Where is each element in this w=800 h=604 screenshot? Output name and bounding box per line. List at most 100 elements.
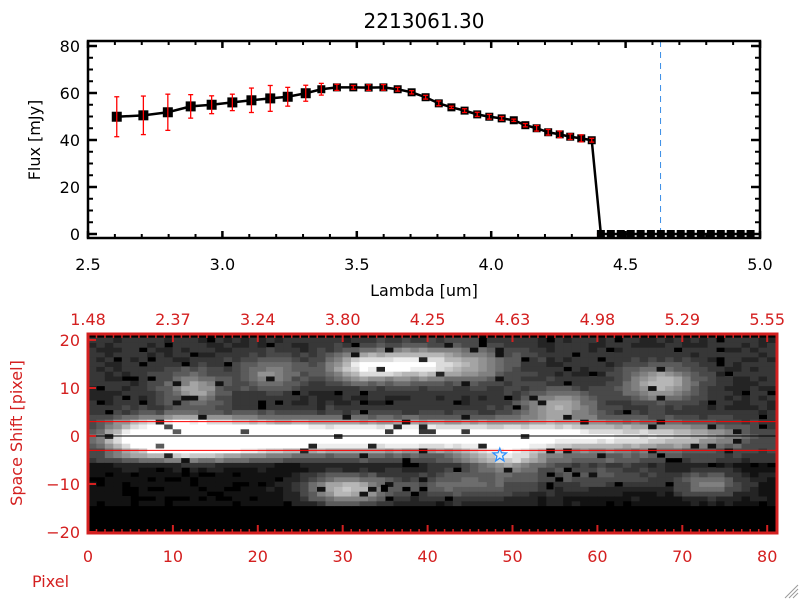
image-pixel [529, 467, 539, 473]
image-pixel [206, 409, 216, 415]
image-pixel [716, 424, 726, 430]
image-pixel [503, 496, 513, 502]
image-pixel [206, 385, 216, 391]
image-pixel [605, 438, 615, 444]
image-pixel [308, 371, 318, 377]
image-pixel [750, 371, 759, 377]
image-pixel [716, 496, 726, 502]
image-pixel [682, 409, 692, 415]
image-pixel [206, 395, 216, 401]
image-pixel [639, 414, 649, 420]
image-pixel [495, 452, 505, 459]
image-pixel [300, 472, 310, 478]
image-pixel [138, 491, 148, 497]
image-pixel [512, 395, 522, 401]
image-pixel [435, 462, 445, 468]
image-pixel [733, 390, 742, 396]
image-pixel [300, 424, 310, 430]
image-pixel [529, 356, 539, 363]
image-pixel [546, 385, 556, 391]
image-pixel [138, 457, 148, 463]
image-pixel [198, 428, 208, 435]
image-pixel [155, 428, 165, 435]
image-pixel [317, 443, 326, 449]
image-pixel [325, 380, 335, 387]
image-pixel [724, 347, 734, 353]
image-pixel [741, 491, 751, 497]
image-pixel [291, 376, 301, 382]
image-pixel [452, 380, 462, 387]
image-pixel [401, 496, 411, 502]
image-pixel [503, 491, 513, 497]
image-pixel [554, 438, 564, 444]
image-pixel [444, 390, 454, 396]
image-pixel [232, 452, 242, 459]
image-pixel [656, 443, 666, 449]
image-pixel [385, 457, 394, 463]
image-pixel [699, 467, 709, 473]
image-pixel [656, 371, 666, 377]
image-pixel [223, 366, 233, 372]
image-pixel [249, 400, 259, 406]
image-pixel [189, 457, 199, 463]
image-pixel [546, 395, 556, 401]
image-pixel [750, 438, 759, 444]
image-pixel [189, 428, 199, 435]
image-pixel [342, 337, 352, 343]
image-pixel [614, 352, 624, 358]
image-pixel [257, 376, 267, 382]
image-pixel [164, 352, 174, 358]
image-pixel [520, 428, 530, 435]
image-pixel [104, 395, 114, 401]
image-pixel [104, 457, 114, 463]
image-pixel [503, 400, 513, 406]
image-pixel [741, 457, 751, 463]
image-pixel [427, 361, 437, 367]
image-pixel [699, 414, 709, 420]
image-pixel [308, 443, 318, 449]
image-pixel [699, 356, 709, 363]
image-pixel [758, 361, 768, 367]
image-pixel [325, 409, 335, 415]
image-pixel [368, 428, 377, 435]
image-pixel [87, 400, 97, 406]
image-pixel [308, 361, 318, 367]
image-pixel [393, 467, 403, 473]
image-pixel [215, 356, 225, 363]
resize-grip-icon[interactable] [784, 584, 799, 599]
image-pixel [87, 380, 97, 387]
image-pixel [325, 342, 335, 348]
image-pixel [385, 476, 394, 483]
image-pixel [266, 352, 276, 358]
image-pixel [724, 476, 734, 483]
image-pixel [206, 481, 216, 487]
image-pixel [750, 491, 759, 497]
image-pixel [435, 491, 445, 497]
image-pixel [699, 347, 709, 353]
image-pixel [665, 467, 675, 473]
image-pixel [223, 400, 233, 406]
image-pixel [673, 337, 683, 343]
image-pixel [317, 366, 326, 372]
image-pixel [716, 443, 726, 449]
image-pixel [614, 424, 624, 430]
image-pixel [376, 476, 386, 483]
image-pixel [486, 376, 496, 382]
image-pixel [385, 443, 394, 449]
image-pixel [359, 438, 369, 444]
image-pixel [707, 452, 717, 459]
image-pixel [172, 443, 182, 449]
image-pixel [767, 443, 776, 449]
image-pixel [486, 496, 496, 502]
image-pixel [427, 371, 437, 377]
image-pixel [359, 481, 369, 487]
image-pixel [631, 395, 641, 401]
image-pixel [401, 491, 411, 497]
image-pixel [469, 361, 479, 367]
image-pixel [741, 424, 751, 430]
image-pixel [741, 352, 751, 358]
image-pixel [206, 380, 216, 387]
image-pixel [401, 371, 411, 377]
image-pixel [410, 404, 420, 411]
image-pixel [206, 443, 216, 449]
